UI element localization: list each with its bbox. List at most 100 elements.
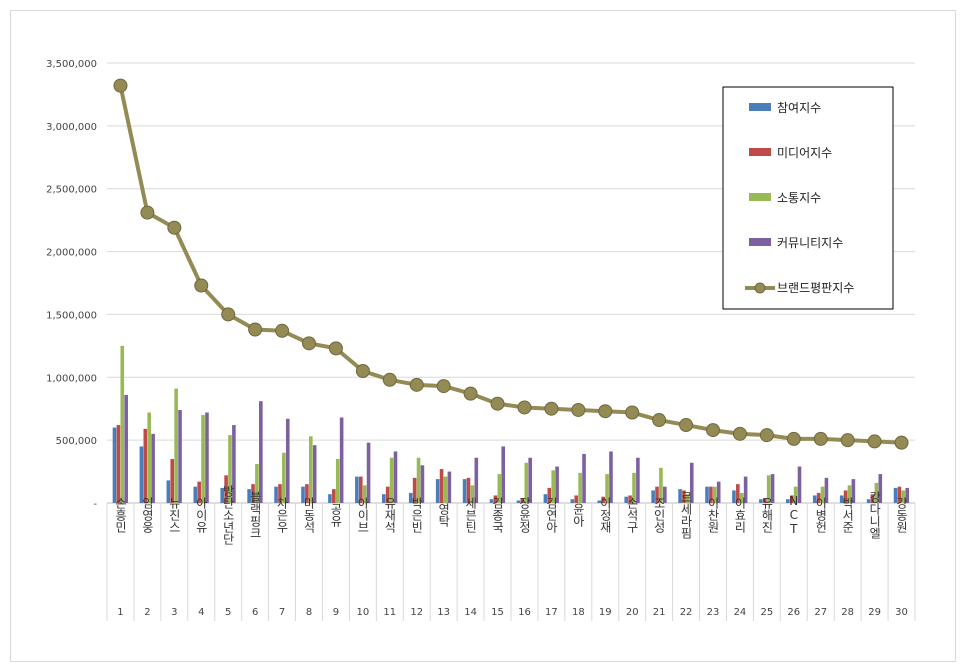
bar-커뮤니티지수 [124, 394, 128, 503]
bar-소통지수 [659, 467, 663, 503]
bar-소통지수 [686, 494, 690, 503]
bar-참여지수 [570, 499, 575, 503]
line-point [436, 379, 451, 394]
bar-미디어지수 [170, 459, 175, 503]
category-label: 이찬원 [706, 497, 720, 533]
rank-label: 22 [680, 607, 693, 618]
bar-소통지수 [389, 457, 394, 503]
line-point [840, 433, 855, 448]
rank-label: 1 [117, 607, 123, 618]
legend-label: 소통지수 [777, 191, 821, 205]
bar-커뮤니티지수 [393, 451, 398, 503]
bar-참여지수 [382, 494, 386, 503]
category-label: 손석구 [625, 497, 639, 533]
bar-참여지수 [247, 489, 251, 503]
rank-label: 15 [491, 607, 504, 618]
bar-참여지수 [732, 490, 736, 503]
line-point [652, 413, 667, 428]
bar-커뮤니티지수 [339, 417, 344, 503]
bar-소통지수 [901, 490, 906, 503]
category-label: 박서준 [841, 497, 855, 533]
category-label: 세븐틴 [464, 497, 478, 533]
bar-미디어지수 [278, 484, 282, 503]
bar-미디어지수 [574, 495, 579, 503]
category-label: 아이브 [356, 497, 370, 533]
bar-커뮤니티지수 [770, 474, 775, 503]
category-label: 영탁 [437, 503, 451, 527]
category-label: 조인성 [652, 497, 666, 533]
bar-소통지수 [282, 452, 286, 503]
legend-label: 미디어지수 [777, 146, 832, 160]
rank-label: 13 [437, 607, 450, 618]
bar-series [112, 345, 910, 503]
bar-미디어지수 [709, 486, 713, 503]
category-label: 마동석 [302, 497, 316, 533]
bar-소통지수 [578, 472, 582, 503]
category-label: 윤아 [571, 503, 585, 527]
bar-미디어지수 [385, 486, 390, 503]
bar-소통지수 [255, 464, 259, 503]
category-label: 공유 [329, 503, 343, 527]
rank-label: 10 [357, 607, 370, 618]
bar-미디어지수 [116, 425, 121, 503]
bar-소통지수 [443, 476, 448, 503]
legend-swatch [749, 148, 771, 156]
bar-미디어지수 [601, 496, 605, 503]
category-label: 손흥민 [113, 497, 127, 533]
bar-미디어지수 [224, 475, 228, 503]
category-label: 뉴진스 [167, 497, 181, 533]
bar-참여지수 [489, 499, 494, 503]
brand-reputation-chart: - 500,000 1,000,000 1,500,000 2,000,000 2,500… [46, 59, 916, 621]
legend-marker [754, 282, 766, 294]
line-point [732, 426, 747, 441]
line-point [894, 435, 909, 450]
rank-label: 8 [306, 607, 312, 618]
rank-label: 14 [464, 607, 477, 618]
line-point [221, 307, 236, 322]
bar-미디어지수 [762, 497, 767, 503]
line-point [786, 431, 801, 446]
rank-label: 2 [144, 607, 150, 618]
line-point [302, 336, 316, 351]
line-point [598, 404, 613, 419]
chart-frame: - 500,000 1,000,000 1,500,000 2,000,000 2,500… [10, 10, 956, 662]
rank-label: 12 [410, 607, 423, 618]
rank-label: 18 [572, 607, 585, 618]
rank-label: 5 [225, 607, 231, 618]
bar-참여지수 [328, 494, 332, 503]
category-label: 박은빈 [410, 497, 424, 533]
bar-소통지수 [309, 436, 313, 503]
bar-미디어지수 [547, 487, 552, 503]
line-point [813, 431, 828, 446]
bar-참여지수 [220, 487, 224, 503]
bar-참여지수 [651, 490, 655, 503]
bar-미디어지수 [520, 497, 525, 503]
category-label: 임영웅 [140, 497, 154, 533]
legend-label: 브랜드평판지수 [777, 281, 854, 295]
line-point [517, 400, 532, 415]
bar-소통지수 [147, 412, 151, 503]
bar-커뮤니티지수 [905, 487, 910, 503]
category-label: 아이유 [194, 497, 208, 533]
legend-swatch [749, 193, 771, 201]
bar-소통지수 [470, 485, 475, 503]
bar-소통지수 [632, 472, 636, 503]
legend-swatch [749, 103, 771, 111]
category-label: 르세라핌 [679, 491, 693, 539]
rank-label: 19 [599, 607, 612, 618]
bar-참여지수 [408, 492, 413, 503]
bar-미디어지수 [843, 490, 848, 503]
bar-소통지수 [713, 486, 717, 503]
category-label: 유재석 [383, 497, 397, 533]
bar-커뮤니티지수 [663, 486, 667, 503]
category-label: 김종국 [491, 497, 505, 533]
bar-참여지수 [193, 486, 198, 503]
rank-label: 21 [653, 607, 666, 618]
bar-커뮤니티지수 [447, 471, 452, 503]
category-label: 장윤정 [517, 497, 531, 533]
rank-label: 30 [895, 607, 908, 618]
bar-소통지수 [228, 435, 232, 503]
bar-미디어지수 [655, 486, 659, 503]
bar-커뮤니티지수 [636, 457, 640, 503]
